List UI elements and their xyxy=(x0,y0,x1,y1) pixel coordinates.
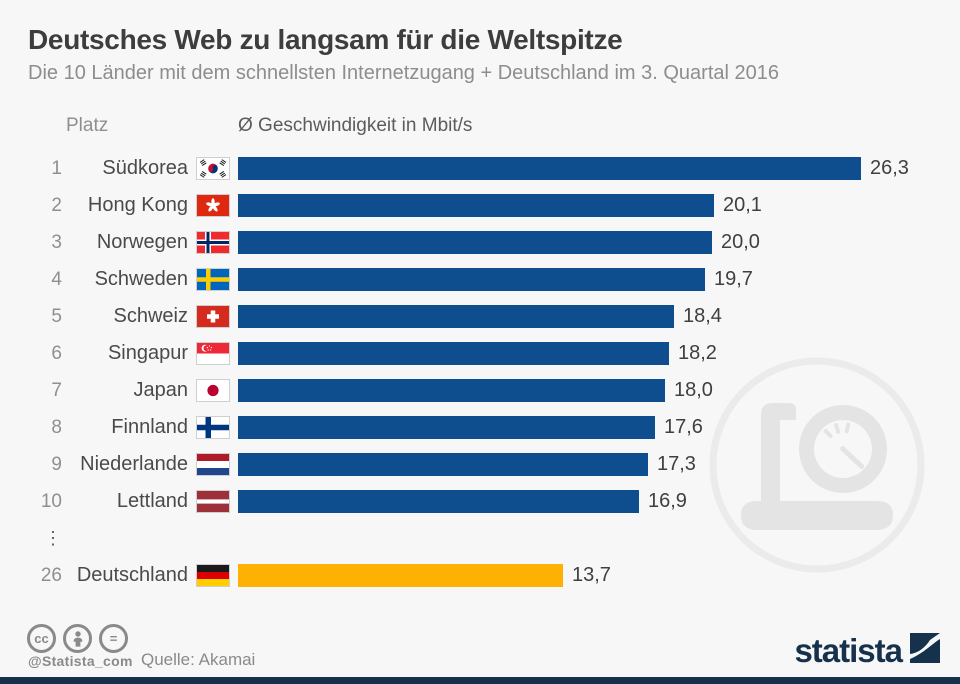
country-label: Japan xyxy=(133,379,189,401)
statista-logo-text: statista xyxy=(794,631,903,669)
flag-icon-fi xyxy=(196,416,230,439)
chart-rows: 1 Südkorea 26,3 2 Hong Kong 20,1 3 Norwegen 20,0… xyxy=(0,150,909,594)
flag-icon-se xyxy=(196,268,230,291)
value-bar xyxy=(238,157,861,180)
chart-row: 1 Südkorea 26,3 xyxy=(0,150,909,187)
rank-label: 7 xyxy=(51,379,62,401)
value-label: 17,3 xyxy=(657,453,696,475)
value-bar xyxy=(238,194,714,217)
value-bar xyxy=(238,231,712,254)
flag-icon-sg xyxy=(196,342,230,365)
cc-nd-icon: = xyxy=(99,624,128,653)
value-bar xyxy=(238,342,669,365)
flag-icon-no xyxy=(196,231,230,254)
page-subtitle: Die 10 Länder mit dem schnellsten Intern… xyxy=(28,62,779,84)
cc-attribution-icon xyxy=(63,624,92,653)
column-header-value: Ø Geschwindigkeit in Mbit/s xyxy=(238,115,473,136)
value-label: 20,0 xyxy=(721,231,760,253)
value-label: 18,2 xyxy=(678,342,717,364)
country-label: Schweiz xyxy=(113,305,188,327)
license-icons: cc = xyxy=(27,624,128,653)
country-label: Niederlande xyxy=(80,453,188,475)
page-title: Deutsches Web zu langsam für die Weltspi… xyxy=(28,24,623,55)
chart-row: 8 Finnland 17,6 xyxy=(0,409,909,446)
chart-row: 2 Hong Kong 20,1 xyxy=(0,187,909,224)
rank-label: 1 xyxy=(51,157,62,179)
chart-row: 3 Norwegen 20,0 xyxy=(0,224,909,261)
value-bar xyxy=(238,305,674,328)
statista-logo-icon xyxy=(910,633,940,668)
chart-row: 26 Deutschland 13,7 xyxy=(0,557,909,594)
column-header-rank: Platz xyxy=(66,115,109,136)
chart-row: 6 Singapur 18,2 xyxy=(0,335,909,372)
rank-label: 3 xyxy=(51,231,62,253)
country-label: Finnland xyxy=(111,416,188,438)
value-label: 26,3 xyxy=(870,157,909,179)
statista-logo: statista xyxy=(794,633,940,668)
rank-label: 9 xyxy=(51,453,62,475)
country-label: Deutschland xyxy=(76,564,188,586)
flag-icon-nl xyxy=(196,453,230,476)
speedometer-watermark-icon xyxy=(701,349,933,586)
country-label: Südkorea xyxy=(102,157,188,179)
rank-label: 4 xyxy=(51,268,62,290)
gap-ellipsis: ⋮ xyxy=(44,528,62,549)
chart-row: 10 Lettland 16,9 xyxy=(0,483,909,520)
flag-icon-hk xyxy=(196,194,230,217)
flag-icon-jp xyxy=(196,379,230,402)
flag-icon-lv xyxy=(196,490,230,513)
value-bar xyxy=(238,416,655,439)
value-bar xyxy=(238,379,665,402)
value-label: 18,4 xyxy=(683,305,722,327)
rank-label: 5 xyxy=(51,305,62,327)
rank-label: 8 xyxy=(51,416,62,438)
flag-icon-kr xyxy=(196,157,230,180)
rank-label: 6 xyxy=(51,342,62,364)
gap-row: ⋮ xyxy=(0,520,909,557)
rank-label: 10 xyxy=(40,490,62,512)
rank-label: 26 xyxy=(40,564,62,586)
value-bar xyxy=(238,453,648,476)
bottom-brand-strip xyxy=(0,677,960,684)
rank-label: 2 xyxy=(51,194,62,216)
country-label: Schweden xyxy=(94,268,188,290)
value-label: 16,9 xyxy=(648,490,687,512)
country-label: Norwegen xyxy=(96,231,188,253)
country-label: Hong Kong xyxy=(87,194,188,216)
flag-icon-ch xyxy=(196,305,230,328)
chart-row: 7 Japan 18,0 xyxy=(0,372,909,409)
value-label: 18,0 xyxy=(674,379,713,401)
value-label: 13,7 xyxy=(572,564,611,586)
flag-icon-de xyxy=(196,564,230,587)
value-label: 19,7 xyxy=(714,268,753,290)
value-label: 20,1 xyxy=(723,194,762,216)
cc-license-icon: cc xyxy=(27,624,56,653)
chart-row: 4 Schweden 19,7 xyxy=(0,261,909,298)
value-bar xyxy=(238,268,705,291)
country-label: Lettland xyxy=(116,490,188,512)
country-label: Singapur xyxy=(107,342,188,364)
value-bar xyxy=(238,490,639,513)
statista-handle: @Statista_com xyxy=(28,653,133,669)
source-credit: Quelle: Akamai xyxy=(141,650,256,669)
chart-row: 9 Niederlande 17,3 xyxy=(0,446,909,483)
chart-row: 5 Schweiz 18,4 xyxy=(0,298,909,335)
value-bar xyxy=(238,564,563,587)
value-label: 17,6 xyxy=(664,416,703,438)
